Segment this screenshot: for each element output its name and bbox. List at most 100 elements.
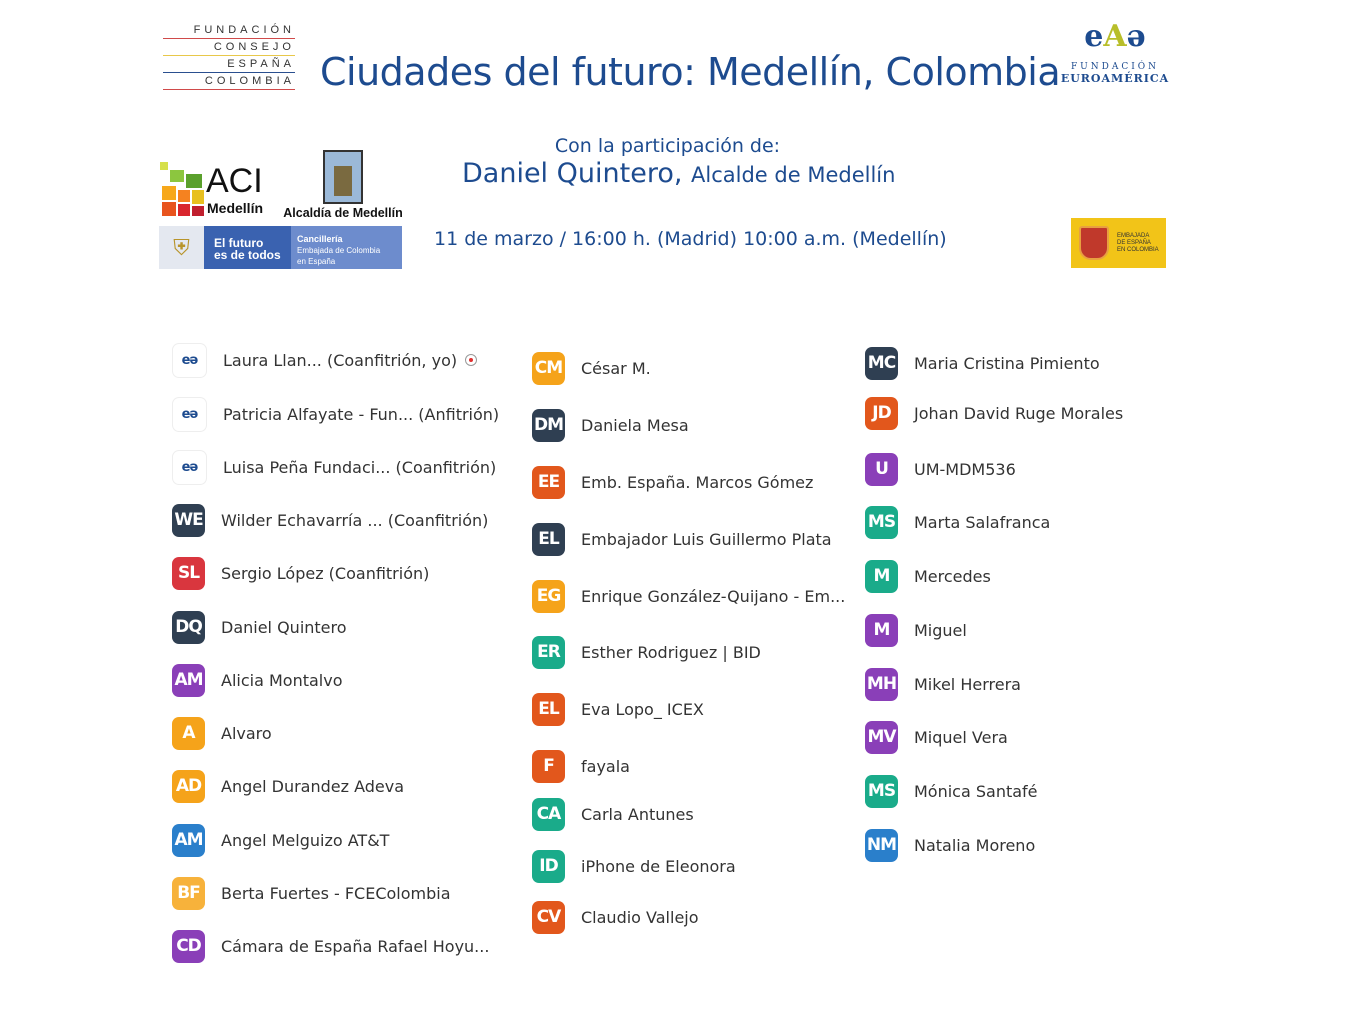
aci-squares-icon: [160, 162, 204, 216]
participant-item[interactable]: MS Marta Salafranca: [865, 502, 1050, 542]
participant-item[interactable]: AM Alicia Montalvo: [172, 660, 342, 700]
participant-name: Marta Salafranca: [914, 512, 1051, 532]
participant-name: Sergio López (Coanfitrión): [221, 563, 430, 583]
avatar: ID: [532, 849, 565, 883]
participant-name: Daniela Mesa: [581, 415, 689, 435]
avatar: JD: [865, 396, 898, 430]
participant-name: Angel Melguizo AT&T: [221, 830, 390, 850]
avatar: CA: [532, 797, 565, 831]
participant-name: Mikel Herrera: [914, 674, 1021, 694]
participant-name: Carla Antunes: [581, 804, 694, 824]
medellin-shield-icon: [323, 150, 363, 204]
aci-medellin-logo: ACI Medellín: [160, 160, 270, 218]
participant-name: Patricia Alfayate - Fun... (Anfitrión): [223, 404, 500, 424]
avatar: SL: [172, 556, 205, 590]
participant-name: Claudio Vallejo: [581, 907, 699, 927]
recording-icon: [465, 354, 478, 366]
participant-item[interactable]: M Mercedes: [865, 556, 991, 596]
eaa-mark-icon: eAə: [1084, 19, 1146, 54]
participant-name: Emb. España. Marcos Gómez: [581, 472, 814, 492]
participant-name: Maria Cristina Pimiento: [914, 353, 1100, 373]
participant-item[interactable]: DM Daniela Mesa: [532, 405, 689, 445]
event-date: 11 de marzo / 16:00 h. (Madrid) 10:00 a.…: [434, 228, 947, 250]
avatar: DM: [532, 408, 565, 442]
participant-item[interactable]: DQ Daniel Quintero: [172, 607, 347, 647]
avatar: eə: [172, 396, 207, 432]
participant-item[interactable]: A Alvaro: [172, 713, 272, 753]
participant-name: Alicia Montalvo: [221, 670, 343, 690]
avatar: WE: [172, 503, 205, 537]
page-title: Ciudades del futuro: Medellín, Colombia: [320, 50, 1061, 94]
avatar: U: [865, 452, 898, 486]
participant-item[interactable]: EG Enrique González-Quijano - Em...: [532, 576, 845, 616]
cancilleria-banner: ⛨ El futuro es de todos Cancillería Embaja…: [159, 226, 402, 269]
avatar: EL: [532, 692, 565, 726]
participant-name: Luisa Peña Fundaci... (Coanfitrión): [223, 457, 497, 477]
participant-item[interactable]: SL Sergio López (Coanfitrión): [172, 553, 429, 593]
participant-item[interactable]: U UM-MDM536: [865, 449, 1016, 489]
participant-name: César M.: [581, 358, 651, 378]
participant-name: Johan David Ruge Morales: [914, 403, 1124, 423]
participant-item[interactable]: CA Carla Antunes: [532, 794, 694, 834]
avatar: BF: [172, 876, 205, 910]
participant-item[interactable]: MH Mikel Herrera: [865, 664, 1021, 704]
participant-name: Mercedes: [914, 566, 991, 586]
participant-name: Miguel: [914, 620, 967, 640]
participant-name: Enrique González-Quijano - Em...: [581, 586, 846, 606]
participant-item[interactable]: CM César M.: [532, 348, 651, 388]
participant-name: Wilder Echavarría ... (Coanfitrión): [221, 510, 489, 530]
participant-item[interactable]: CD Cámara de España Rafael Hoyu...: [172, 926, 489, 966]
participant-name: Eva Lopo_ ICEX: [581, 699, 704, 719]
participant-item[interactable]: EE Emb. España. Marcos Gómez: [532, 462, 813, 502]
participant-name: Mónica Santafé: [914, 781, 1038, 801]
colombia-crest-icon: ⛨: [159, 226, 204, 269]
participant-item[interactable]: EL Embajador Luis Guillermo Plata: [532, 519, 832, 559]
participant-item[interactable]: MC Maria Cristina Pimiento: [865, 343, 1100, 383]
avatar: MS: [865, 505, 898, 539]
avatar: AM: [172, 663, 205, 697]
participant-name: Angel Durandez Adeva: [221, 776, 405, 796]
avatar: NM: [865, 828, 898, 862]
embajada-espana-logo: EMBAJADA DE ESPAÑA EN COLOMBIA: [1071, 218, 1166, 268]
avatar: MS: [865, 774, 898, 808]
participant-name: Daniel Quintero: [221, 617, 347, 637]
participant-name: Esther Rodriguez | BID: [581, 642, 761, 662]
participant-item[interactable]: EL Eva Lopo_ ICEX: [532, 689, 704, 729]
participant-item[interactable]: ER Esther Rodriguez | BID: [532, 632, 761, 672]
participant-item[interactable]: eə Laura Llan... (Coanfitrión, yo): [172, 340, 478, 380]
participant-name: Natalia Moreno: [914, 835, 1036, 855]
avatar: eə: [172, 342, 207, 378]
participant-item[interactable]: AM Angel Melguizo AT&T: [172, 820, 389, 860]
participant-item[interactable]: AD Angel Durandez Adeva: [172, 766, 404, 806]
participant-name: Alvaro: [221, 723, 272, 743]
avatar: ER: [532, 635, 565, 669]
participant-item[interactable]: BF Berta Fuertes - FCEColombia: [172, 873, 451, 913]
avatar: EG: [532, 579, 565, 613]
participant-name: Cámara de España Rafael Hoyu...: [221, 936, 490, 956]
participant-item[interactable]: ID iPhone de Eleonora: [532, 846, 736, 886]
avatar: AD: [172, 769, 205, 803]
avatar: EE: [532, 465, 565, 499]
participant-item[interactable]: CV Claudio Vallejo: [532, 897, 699, 937]
guest: Daniel Quintero, Alcalde de Medellín: [462, 158, 896, 189]
participant-item[interactable]: MS Mónica Santafé: [865, 771, 1038, 811]
participant-item[interactable]: eə Patricia Alfayate - Fun... (Anfitrión): [172, 394, 499, 434]
avatar: CD: [172, 929, 205, 963]
avatar: A: [172, 716, 205, 750]
participant-item[interactable]: WE Wilder Echavarría ... (Coanfitrión): [172, 500, 488, 540]
participation-label: Con la participación de:: [554, 135, 781, 157]
participant-name: Embajador Luis Guillermo Plata: [581, 529, 832, 549]
participant-item[interactable]: NM Natalia Moreno: [865, 825, 1035, 865]
avatar: F: [532, 749, 565, 783]
fundacion-consejo-logo: FUNDACIÓN CONSEJO ESPAÑA COLOMBIA: [163, 22, 295, 90]
participant-name: Laura Llan... (Coanfitrión, yo): [223, 350, 458, 370]
avatar: EL: [532, 522, 565, 556]
participant-item[interactable]: eə Luisa Peña Fundaci... (Coanfitrión): [172, 447, 496, 487]
participant-item[interactable]: M Miguel: [865, 610, 967, 650]
avatar: MC: [865, 346, 898, 380]
avatar: M: [865, 559, 898, 593]
participant-item[interactable]: MV Miquel Vera: [865, 717, 1008, 757]
participant-item[interactable]: JD Johan David Ruge Morales: [865, 393, 1123, 433]
